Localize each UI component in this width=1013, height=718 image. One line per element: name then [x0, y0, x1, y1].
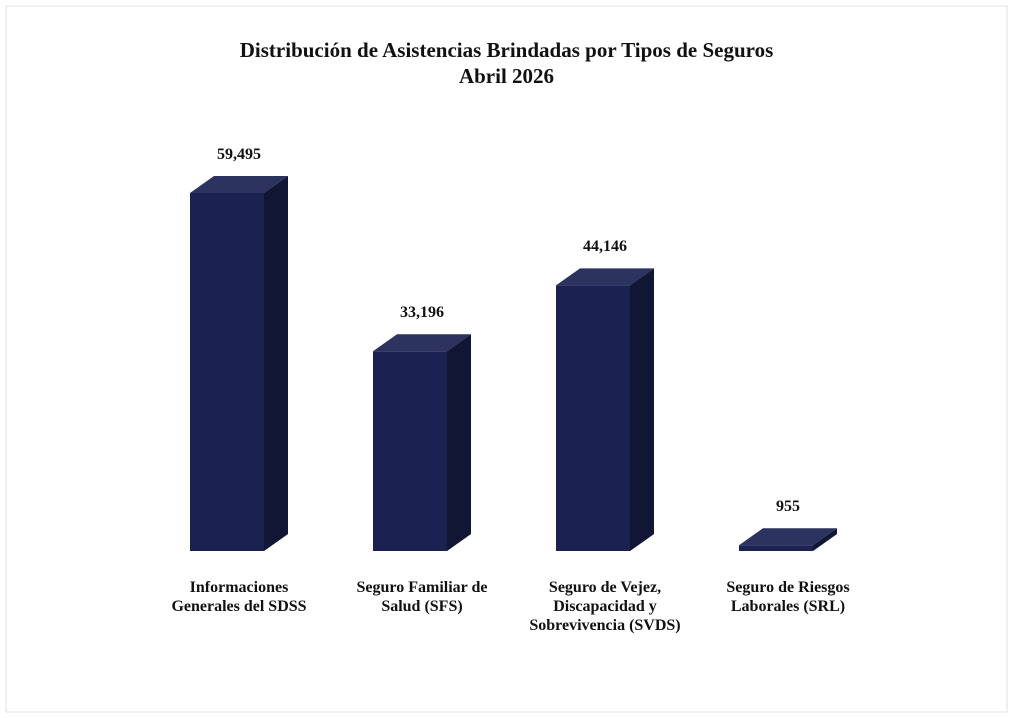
bar-top — [190, 176, 288, 193]
bar-side — [447, 334, 471, 551]
bar-front — [373, 351, 447, 551]
bar-front — [190, 193, 264, 551]
bar-front — [556, 285, 630, 551]
bar — [373, 334, 471, 551]
bar-side-shade — [813, 528, 837, 551]
value-label: 44,146 — [583, 238, 627, 256]
bar-front — [739, 545, 813, 551]
chart-subtitle: Abril 2026 — [458, 64, 555, 88]
x-tick-label: Informaciones Generales del SDSS — [171, 579, 307, 615]
bar-top — [373, 334, 471, 352]
bar-side-shade — [264, 176, 288, 551]
bar-side-shade — [447, 334, 471, 551]
value-label: 59,495 — [217, 146, 261, 163]
bar-top-shade — [556, 268, 654, 286]
bar-top — [739, 528, 837, 546]
bar-top — [556, 268, 654, 286]
bar-side — [264, 176, 288, 551]
bar-top-shade — [739, 528, 837, 546]
x-tick-label: Seguro Familiar de Salud (SFS) — [356, 579, 488, 615]
value-label: 955 — [776, 498, 800, 516]
x-tick-label: Seguro de Riesgos Laborales (SRL) — [726, 579, 850, 615]
bar — [556, 268, 654, 551]
bar — [190, 176, 288, 551]
x-tick-label: Seguro de Vejez, Discapacidad y Sobreviv… — [529, 579, 681, 634]
value-label: 33,196 — [400, 304, 444, 322]
bar-side — [813, 528, 837, 551]
bar-side — [630, 268, 654, 551]
bar — [739, 528, 837, 551]
bar-top-shade — [373, 334, 471, 352]
chart-title: Distribución de Asistencias Brindadas po… — [239, 38, 774, 62]
frame — [5, 5, 1008, 713]
bar-side-shade — [630, 268, 654, 551]
bar-top-shade — [190, 176, 288, 193]
